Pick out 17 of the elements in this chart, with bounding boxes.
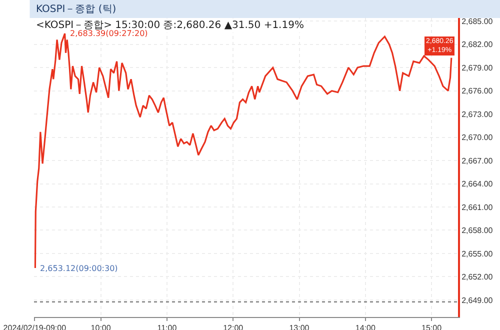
annotation: 2,683.39(09:27:20) (70, 29, 148, 38)
y-tick-label: 2,664.00 (462, 180, 494, 189)
y-tick-label: 2,661.00 (462, 202, 494, 212)
y-tick-label: 2,667.00 (462, 156, 494, 166)
annotation: 2,653.12(09:00:30) (40, 264, 118, 273)
chart-title: KOSPI－종합 (틱) (36, 4, 116, 15)
y-tick-label: 2,649.00 (462, 296, 494, 305)
chart-subtitle: <KOSPI－종합> 15:30:00 종:2,680.26 ▲31.50 +1.19% (36, 20, 304, 31)
y-tick-label: 2,655.00 (462, 249, 494, 258)
y-tick-label: 2,682.00 (462, 40, 494, 50)
y-tick-label: 2,658.00 (462, 226, 494, 236)
y-tick-label: 2,685.00 (462, 16, 494, 26)
y-tick-label: 2,673.00 (462, 110, 494, 119)
y-tick-label: 2,676.00 (462, 86, 494, 96)
y-tick-label: 2,670.00 (462, 133, 494, 142)
y-tick-label: 2,652.00 (462, 272, 494, 282)
y-tick-label: 2,679.00 (462, 63, 494, 72)
